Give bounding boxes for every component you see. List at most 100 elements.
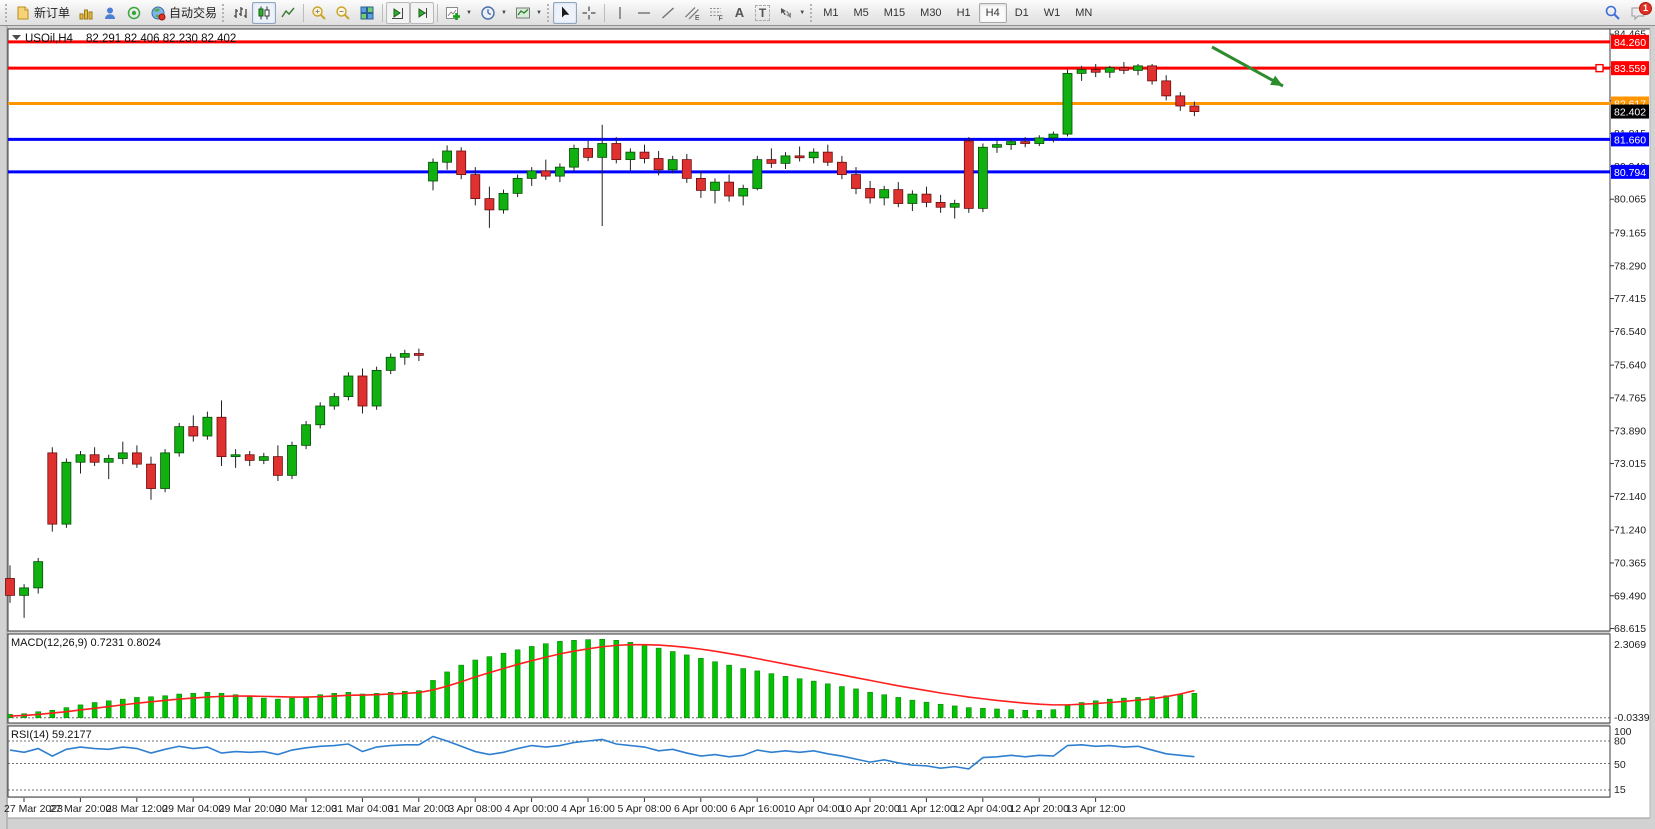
periods-dropdown-caret[interactable]: ▼ — [500, 9, 507, 16]
templates-button[interactable]: ▼ — [511, 2, 546, 24]
symbol-dropdown-icon[interactable] — [12, 35, 21, 40]
candle — [611, 143, 622, 161]
group-handle[interactable] — [810, 3, 813, 22]
rsi-axis-label: 100 — [1614, 726, 1632, 738]
macd-bar — [994, 708, 1000, 719]
market-watch-button[interactable] — [98, 2, 122, 24]
candle — [879, 189, 890, 199]
time-tick-label: 12 Apr 20:00 — [1009, 803, 1069, 815]
crosshair-button[interactable] — [577, 2, 601, 24]
candle — [710, 181, 720, 191]
candle — [413, 353, 424, 356]
profiles-icon — [79, 9, 93, 19]
trend-arrow[interactable] — [1211, 45, 1284, 88]
candle — [512, 177, 523, 194]
tile-windows-button[interactable] — [355, 2, 379, 24]
vertical-line-button[interactable] — [608, 2, 632, 24]
time-axis[interactable] — [8, 798, 1650, 818]
time-tick-label: 4 Apr 16:00 — [561, 803, 615, 815]
timeframe-M5[interactable]: M5 — [853, 6, 869, 19]
candle — [1175, 95, 1186, 107]
line-chart-button[interactable] — [276, 2, 300, 24]
indicators-button[interactable]: ▼ — [441, 2, 476, 24]
chat-button[interactable]: 1 — [1625, 1, 1652, 24]
time-tick-label: 31 Mar 20:00 — [388, 803, 450, 815]
candle — [978, 146, 988, 209]
rsi-panel[interactable] — [7, 725, 1611, 798]
line-chart-icon — [281, 7, 295, 17]
timeframe-D1[interactable]: D1 — [1014, 6, 1029, 19]
candle — [653, 158, 664, 171]
zoom-in-button[interactable] — [307, 2, 331, 24]
candle — [202, 416, 213, 437]
channel-button[interactable]: E — [680, 2, 704, 24]
fibonacci-button[interactable]: F — [704, 2, 728, 24]
chart-title: USOil,H4 — [25, 33, 74, 45]
new-order-button[interactable]: 新订单 — [11, 2, 74, 24]
candle — [935, 201, 946, 208]
macd-bar — [444, 671, 450, 719]
auto-scroll-button[interactable] — [386, 1, 411, 24]
time-tick-label: 13 Apr 12:00 — [1066, 803, 1126, 815]
trendline-button[interactable] — [656, 2, 680, 24]
candle — [258, 456, 269, 461]
price-axis[interactable] — [1610, 29, 1650, 818]
candlestick-chart-button[interactable] — [252, 1, 277, 24]
group-handle[interactable] — [546, 3, 550, 22]
templates-icon — [515, 7, 530, 18]
indicators-dropdown-caret[interactable]: ▼ — [466, 9, 472, 16]
arrows-dropdown-caret[interactable]: ▼ — [799, 9, 806, 16]
text-label-button[interactable]: T — [751, 2, 774, 24]
macd-bar — [966, 707, 972, 719]
macd-bar — [275, 698, 281, 719]
text-button[interactable]: A — [728, 2, 751, 24]
macd-bar — [867, 692, 873, 719]
macd-panel[interactable] — [7, 633, 1611, 724]
new-order-label: 新订单 — [34, 6, 71, 20]
trend-arrow-head[interactable] — [1270, 75, 1283, 86]
toolbar-drag-handle[interactable] — [5, 3, 8, 22]
bar-chart-button[interactable] — [228, 2, 252, 24]
macd-bar — [698, 658, 704, 719]
timeframe-M15[interactable]: M15 — [883, 6, 906, 19]
channel-sub-label: E — [695, 15, 700, 21]
line-handle[interactable] — [1595, 63, 1604, 73]
macd-bar — [303, 696, 309, 719]
time-tick-label: 27 Mar 2023 — [4, 803, 63, 815]
macd-bar — [134, 697, 140, 719]
timeframe-MN[interactable]: MN — [1075, 6, 1093, 19]
macd-bar — [486, 656, 493, 719]
macd-bar — [77, 704, 84, 719]
zoom-out-button[interactable] — [331, 2, 355, 24]
timeframe-H1[interactable]: H1 — [956, 6, 971, 19]
periods-button[interactable]: ▼ — [476, 2, 511, 24]
timeframe-M1[interactable]: M1 — [823, 6, 839, 19]
horizontal-line-button[interactable] — [632, 2, 656, 24]
timeframe-M30[interactable]: M30 — [920, 6, 942, 19]
arrows-icon — [781, 7, 792, 18]
candle — [343, 375, 354, 398]
macd-bar — [754, 670, 761, 719]
candle — [75, 454, 86, 463]
price-tick-label: 80.065 — [1614, 194, 1646, 206]
cursor-button[interactable] — [552, 1, 577, 24]
profiles-button[interactable] — [74, 2, 98, 24]
signals-button[interactable] — [122, 2, 146, 24]
chart-shift-button[interactable] — [410, 1, 435, 24]
candle — [724, 181, 734, 197]
candle — [667, 159, 678, 171]
chart-canvas[interactable] — [7, 28, 1611, 632]
price-tick-label: 76.540 — [1614, 326, 1646, 338]
macd-bar — [387, 692, 394, 719]
candlestick-chart-icon — [258, 6, 270, 19]
timeframe-W1[interactable]: W1 — [1043, 6, 1061, 19]
macd-bar — [923, 701, 930, 719]
macd-bar — [1163, 695, 1169, 719]
arrows-button[interactable]: ▼ — [774, 2, 809, 24]
templates-dropdown-caret[interactable]: ▼ — [535, 9, 542, 16]
auto-trading-button[interactable]: 自动交易 — [146, 2, 221, 24]
candle — [555, 166, 565, 177]
timeframe-H4[interactable]: H4 — [978, 2, 1007, 23]
search-button[interactable] — [1600, 2, 1625, 24]
group-handle[interactable] — [222, 3, 225, 22]
